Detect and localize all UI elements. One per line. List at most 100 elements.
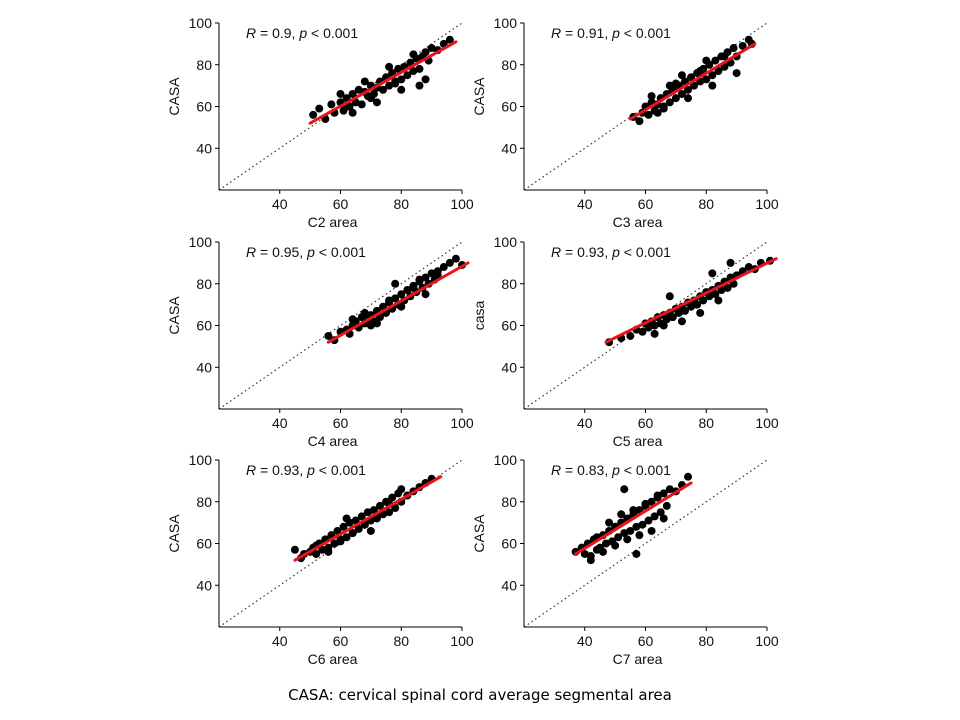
data-point <box>348 108 357 117</box>
data-point <box>708 269 717 278</box>
scatter-panel-4: 40 60 80 100 40 60 80 100 C5 area casa R = 0.93, p… <box>471 234 779 449</box>
y-axis-label: casa <box>471 301 487 331</box>
data-point <box>309 110 318 119</box>
data-point <box>415 275 424 284</box>
data-point <box>421 290 430 299</box>
y-tick-label: 80 <box>196 494 212 510</box>
data-point <box>348 315 357 324</box>
data-point <box>339 522 348 531</box>
x-tick-label: 80 <box>393 196 409 212</box>
data-point <box>659 104 668 113</box>
fit-line <box>326 261 470 344</box>
data-point <box>312 549 321 558</box>
data-point <box>650 512 659 521</box>
data-point <box>708 71 717 80</box>
y-tick-label: 60 <box>501 99 517 115</box>
data-point <box>372 319 381 328</box>
scatter-panel-5: 40 60 80 100 40 60 80 100 C6 area CASA R = 0.93, p… <box>166 452 474 667</box>
data-point <box>586 556 595 565</box>
data-point <box>711 290 720 299</box>
data-point <box>290 545 299 554</box>
data-point <box>696 67 705 76</box>
data-point <box>687 302 696 311</box>
data-point <box>324 331 333 340</box>
data-point <box>714 67 723 76</box>
data-point <box>397 85 406 94</box>
data-point <box>385 62 394 71</box>
x-tick-label: 60 <box>333 415 349 431</box>
y-tick-label: 60 <box>196 99 212 115</box>
data-point <box>385 296 394 305</box>
data-point <box>421 48 430 57</box>
data-point <box>653 108 662 117</box>
y-axis-label: CASA <box>166 296 182 335</box>
data-point <box>403 286 412 295</box>
data-point <box>363 508 372 517</box>
data-point <box>391 294 400 303</box>
data-point <box>671 94 680 103</box>
data-point <box>415 81 424 90</box>
x-tick-label: 100 <box>450 196 474 212</box>
y-axis-label: CASA <box>166 77 182 116</box>
identity-line <box>523 459 768 628</box>
scatter-panel-2: 40 60 80 100 40 60 80 100 C3 area CASA R = 0.91, p… <box>471 15 779 230</box>
data-point <box>445 258 454 267</box>
data-point <box>726 258 735 267</box>
x-tick-label: 100 <box>450 633 474 649</box>
x-tick-label: 80 <box>698 415 714 431</box>
data-point <box>620 485 629 494</box>
y-tick-label: 40 <box>501 359 517 375</box>
fit-line <box>308 40 458 125</box>
data-point <box>360 308 369 317</box>
data-point <box>638 327 647 336</box>
data-point <box>357 512 366 521</box>
x-tick-label: 40 <box>577 633 593 649</box>
data-point <box>366 526 375 535</box>
y-tick-label: 60 <box>196 318 212 334</box>
data-point <box>738 41 747 50</box>
x-tick-label: 100 <box>755 196 779 212</box>
data-point <box>644 323 653 332</box>
data-point <box>677 71 686 80</box>
data-point <box>653 491 662 500</box>
data-point <box>372 98 381 107</box>
data-point <box>671 79 680 88</box>
data-point <box>638 520 647 529</box>
data-point <box>680 306 689 315</box>
data-point <box>357 100 366 109</box>
data-point <box>375 501 384 510</box>
data-point <box>705 292 714 301</box>
data-point <box>699 296 708 305</box>
fit-line <box>628 42 757 121</box>
data-point <box>614 533 623 542</box>
data-point <box>659 321 668 330</box>
data-point <box>641 499 650 508</box>
figure-caption: CASA: cervical spinal cord average segme… <box>288 686 672 704</box>
data-point <box>635 117 644 126</box>
data-point <box>451 254 460 263</box>
data-point <box>647 497 656 506</box>
x-tick-label: 40 <box>272 415 288 431</box>
data-point <box>665 485 674 494</box>
y-tick-label: 100 <box>189 15 213 31</box>
data-point <box>662 315 671 324</box>
data-point <box>605 518 614 527</box>
data-point <box>644 110 653 119</box>
data-point <box>385 508 394 517</box>
y-tick-label: 80 <box>196 57 212 73</box>
y-tick-label: 40 <box>196 577 212 593</box>
data-point <box>327 100 336 109</box>
data-point <box>617 510 626 519</box>
data-point <box>354 85 363 94</box>
scatter-panel-3: 40 60 80 100 40 60 80 100 C4 area CASA R = 0.95, p… <box>166 234 474 449</box>
data-point <box>336 89 345 98</box>
stats-annotation: R = 0.93, p < 0.001 <box>246 462 366 478</box>
x-axis-label: C3 area <box>613 214 663 230</box>
x-tick-label: 80 <box>698 196 714 212</box>
x-tick-label: 60 <box>333 633 349 649</box>
y-tick-label: 40 <box>501 577 517 593</box>
fit-line <box>604 257 778 344</box>
data-point <box>684 472 693 481</box>
data-point <box>391 279 400 288</box>
y-axis-label: CASA <box>471 514 487 553</box>
